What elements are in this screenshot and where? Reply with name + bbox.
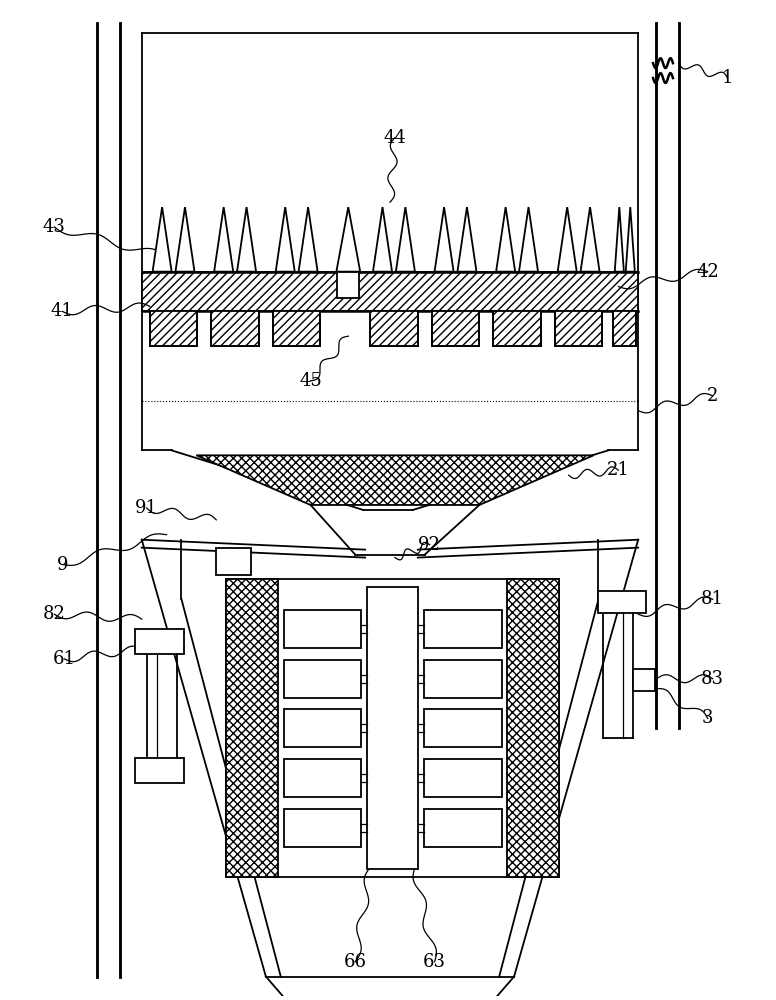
Text: 45: 45 [300,372,322,390]
Text: 61: 61 [53,650,76,668]
Text: 92: 92 [418,536,441,554]
Bar [424,709,501,747]
Bar [494,311,541,346]
Text: 63: 63 [423,953,446,971]
Bar [424,610,501,648]
Text: 83: 83 [702,670,724,688]
Bar [135,629,185,654]
Bar [284,660,361,698]
Bar [508,579,559,877]
Polygon shape [336,207,360,272]
Text: 91: 91 [135,499,158,517]
Polygon shape [435,207,454,272]
Bar [211,311,259,346]
Bar [431,311,480,346]
Text: 21: 21 [607,461,630,479]
Polygon shape [615,207,624,272]
Text: 42: 42 [696,263,719,281]
Polygon shape [214,207,234,272]
Polygon shape [558,207,577,272]
Bar [424,759,501,797]
Bar [555,311,602,346]
Polygon shape [275,207,295,272]
Bar [424,809,501,847]
Text: 41: 41 [51,302,74,320]
Polygon shape [237,207,256,272]
Text: 44: 44 [383,129,407,147]
Bar [150,311,197,346]
Bar [284,809,361,847]
Bar [555,311,602,346]
Bar [284,610,361,648]
Bar [598,591,646,613]
Bar [142,272,638,311]
Bar [135,758,185,783]
Polygon shape [196,455,594,505]
Polygon shape [175,207,195,272]
Bar [211,311,259,346]
Bar [494,311,541,346]
Polygon shape [457,207,476,272]
Bar [613,311,636,346]
Polygon shape [625,207,635,272]
Polygon shape [580,207,600,272]
Bar [142,272,638,311]
Polygon shape [153,207,171,272]
Text: 2: 2 [707,387,719,405]
Bar [370,311,417,346]
Bar [338,272,359,298]
Bar [366,587,418,869]
Bar [284,709,361,747]
Bar [150,311,197,346]
Polygon shape [496,207,515,272]
Polygon shape [373,207,392,272]
Text: 43: 43 [43,218,66,236]
Bar [217,548,251,575]
Text: 9: 9 [57,556,68,574]
Bar [226,579,278,877]
Text: 1: 1 [722,69,733,87]
Bar [613,311,636,346]
Bar [284,759,361,797]
Bar [273,311,320,346]
Bar [424,660,501,698]
Polygon shape [396,207,415,272]
Bar [633,669,655,691]
Text: 66: 66 [344,953,367,971]
Text: 3: 3 [702,709,713,727]
Bar [370,311,417,346]
Text: 82: 82 [43,605,66,623]
Bar [273,311,320,346]
Bar [431,311,480,346]
Polygon shape [519,207,538,272]
Text: 81: 81 [702,590,724,608]
Bar [226,579,559,877]
Polygon shape [299,207,317,272]
